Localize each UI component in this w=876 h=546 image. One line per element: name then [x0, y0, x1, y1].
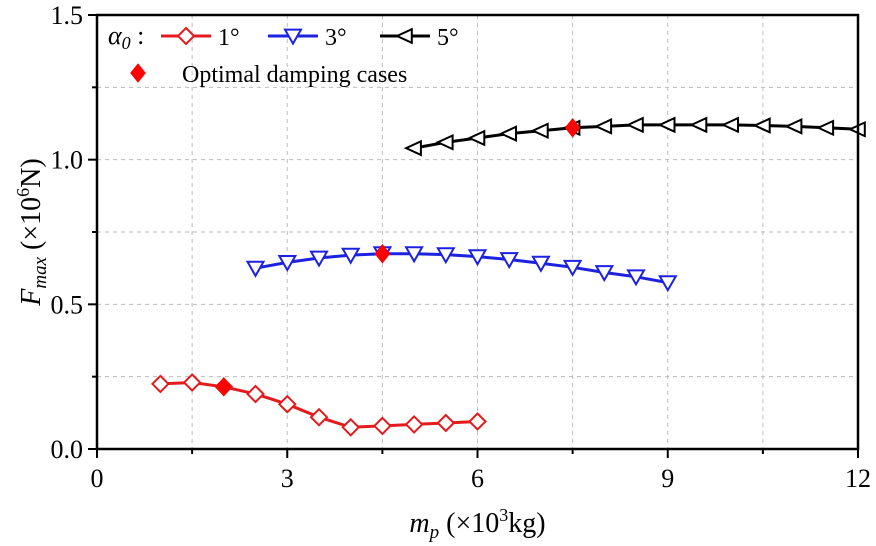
legend-marker-5deg: [394, 27, 413, 45]
x-tick-label: 0: [91, 464, 104, 493]
data-point-3deg: [499, 252, 519, 270]
y-tick-label: 0.0: [51, 435, 84, 464]
y-axis-symbol-sub: max: [30, 256, 51, 288]
legend-items: 1° 3° 5°: [130, 25, 459, 83]
legend-item-1deg: 1°: [161, 25, 240, 51]
series-layer: [150, 116, 866, 437]
y-axis-unit-post: N): [16, 158, 47, 188]
data-point-3deg: [309, 250, 329, 268]
optimal-point-1deg: [215, 376, 232, 397]
data-point-5deg: [784, 118, 803, 135]
data-point-1deg: [404, 414, 424, 434]
x-axis-title: mp (×103kg): [409, 505, 545, 543]
data-point-3deg: [404, 246, 424, 264]
x-axis-unit-sup: 3: [499, 505, 508, 525]
data-point-5deg: [720, 116, 739, 134]
y-tick-label: 1.0: [51, 146, 84, 175]
data-point-5deg: [530, 122, 549, 140]
data-point-3deg: [594, 265, 615, 283]
data-point-3deg: [658, 275, 678, 293]
optimal-point-3deg: [374, 243, 391, 264]
data-point-3deg: [467, 249, 488, 267]
optimal-point-5deg: [564, 117, 581, 138]
legend-optimal-marker: [130, 63, 146, 83]
data-point-1deg: [436, 413, 456, 433]
y-axis-unit-pre: (×10: [16, 197, 47, 257]
data-point-3deg: [436, 247, 456, 265]
data-point-5deg: [593, 118, 613, 135]
legend: α0 : 1° 3° 5° Optimal damping cases: [108, 21, 459, 88]
data-point-1deg: [372, 416, 392, 436]
data-point-1deg: [182, 373, 202, 392]
series-5deg: [403, 116, 866, 157]
data-point-3deg: [245, 260, 266, 278]
series-3deg: [245, 246, 678, 293]
legend-alpha: α: [108, 21, 123, 50]
legend-marker-3deg: [283, 28, 303, 46]
y-axis-title: Fmax (×106N): [13, 158, 51, 306]
data-point-3deg: [626, 269, 646, 287]
y-axis-unit-sup: 6: [13, 188, 33, 197]
legend-marker-1deg: [176, 26, 196, 46]
data-point-5deg: [435, 133, 454, 151]
data-point-1deg: [246, 384, 265, 404]
x-tick-label: 3: [281, 464, 294, 493]
x-axis-unit-post: kg): [508, 508, 545, 539]
data-point-3deg: [562, 259, 583, 277]
y-tick-label: 0.5: [51, 290, 84, 319]
legend-label-3deg: 3°: [325, 25, 347, 51]
grid: [97, 15, 858, 449]
legend-param-label: α0 :: [108, 21, 144, 53]
x-tick-label: 6: [471, 464, 484, 493]
x-axis-symbol-sub: p: [428, 522, 440, 543]
data-point-5deg: [625, 116, 644, 134]
data-point-5deg: [403, 139, 422, 157]
legend-item-5deg: 5°: [380, 25, 459, 51]
x-axis-unit-pre: (×10: [439, 508, 499, 539]
data-point-1deg: [341, 417, 361, 437]
data-point-3deg: [277, 255, 298, 273]
legend-item-3deg: 3°: [268, 25, 347, 51]
legend-alpha-sub: 0: [122, 33, 131, 53]
data-point-5deg: [752, 117, 771, 134]
x-tick-label: 9: [661, 464, 674, 493]
data-point-5deg: [689, 116, 708, 134]
data-point-1deg: [150, 374, 170, 394]
data-point-5deg: [498, 125, 517, 142]
legend-label-5deg: 5°: [437, 25, 459, 51]
data-point-5deg: [467, 129, 486, 147]
ticks: 0 3 6 9 12 0.0 0.5 1.0 1.5: [51, 1, 872, 493]
series-1deg: [150, 373, 487, 437]
y-tick-label: 1.5: [51, 1, 84, 30]
x-axis-symbol: m: [409, 508, 429, 539]
legend-colon: :: [131, 21, 145, 50]
legend-label-1deg: 1°: [218, 25, 240, 51]
data-point-1deg: [277, 394, 297, 414]
data-point-3deg: [531, 255, 551, 273]
legend-optimal-label: Optimal damping cases: [182, 62, 407, 88]
data-point-1deg: [309, 407, 329, 427]
data-point-5deg: [657, 116, 676, 134]
data-point-1deg: [468, 412, 487, 431]
y-axis-symbol: F: [16, 288, 47, 307]
data-point-3deg: [340, 247, 361, 265]
x-tick-label: 12: [845, 464, 871, 493]
data-point-5deg: [815, 119, 835, 137]
